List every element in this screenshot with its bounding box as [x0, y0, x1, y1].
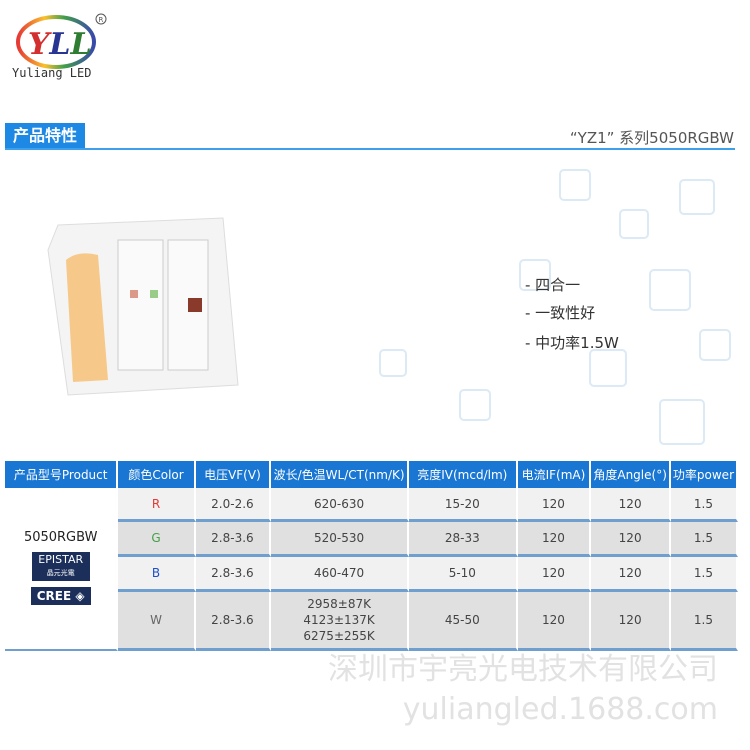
table-row: 5050RGBW EPISTAR 晶元光電 CREE ◈ R 2.0-2.6 62…	[5, 488, 738, 651]
iv-cell: 15-20	[409, 488, 518, 522]
svg-text:R: R	[99, 16, 104, 24]
background-squares	[379, 169, 731, 445]
feature-2: - 一致性好	[525, 304, 596, 322]
angle-cell: 120	[591, 557, 671, 592]
col-vf: 电压VF(V)	[195, 461, 272, 488]
vf-cell: 2.0-2.6	[195, 488, 272, 522]
color-cell: R	[118, 488, 196, 522]
section-tag: 产品特性	[5, 123, 85, 149]
section-divider	[5, 148, 735, 150]
if-cell: 120	[517, 592, 592, 651]
wl-cell: 2958±87K 4123±137K 6275±255K	[271, 592, 410, 651]
watermark-site: yuliangled.1688.com	[402, 692, 718, 727]
vf-cell: 2.8-3.6	[195, 557, 272, 592]
yll-logo: YLL R	[16, 13, 107, 69]
table-row: B 2.8-3.6 460-470 5-10 120 120 1.5	[5, 557, 738, 592]
cree-logo: CREE ◈	[30, 586, 91, 605]
table-header-row: 产品型号Product 颜色Color 电压VF(V) 波长/色温WL/CT(n…	[5, 461, 738, 488]
if-cell: 120	[517, 488, 592, 522]
led-chip-image	[47, 217, 239, 396]
power-cell: 1.5	[670, 488, 738, 522]
col-color: 颜色Color	[118, 461, 196, 488]
angle-cell: 120	[591, 522, 671, 557]
angle-cell: 120	[591, 488, 671, 522]
spec-table: 产品型号Product 颜色Color 电压VF(V) 波长/色温WL/CT(n…	[5, 461, 738, 651]
wl-cell: 460-470	[271, 557, 410, 592]
iv-cell: 28-33	[409, 522, 518, 557]
power-cell: 1.5	[670, 522, 738, 557]
svg-text:YLL: YLL	[28, 27, 92, 62]
col-iv: 亮度IV(mcd/lm)	[409, 461, 518, 488]
color-cell: B	[118, 557, 196, 592]
logo-text: Yuliang LED	[12, 66, 92, 80]
col-power: 功率power	[670, 461, 738, 488]
col-product: 产品型号Product	[5, 461, 119, 488]
iv-cell: 5-10	[409, 557, 518, 592]
color-cell: G	[118, 522, 196, 557]
feature-1: - 四合一	[525, 276, 581, 294]
product-cell: 5050RGBW EPISTAR 晶元光電 CREE ◈	[5, 488, 119, 651]
series-title: “YZ1” 系列5050RGBW	[569, 129, 734, 147]
if-cell: 120	[517, 557, 592, 592]
vf-cell: 2.8-3.6	[195, 522, 272, 557]
if-cell: 120	[517, 522, 592, 557]
wl-cell: 620-630	[271, 488, 410, 522]
watermark-company: 深圳市宇亮光电技术有限公司	[328, 652, 718, 687]
color-cell: W	[118, 592, 196, 651]
table-row: G 2.8-3.6 520-530 28-33 120 120 1.5	[5, 522, 738, 557]
power-cell: 1.5	[670, 592, 738, 651]
iv-cell: 45-50	[409, 592, 518, 651]
wl-cell: 520-530	[271, 522, 410, 557]
vf-cell: 2.8-3.6	[195, 592, 272, 651]
col-if: 电流IF(mA)	[517, 461, 592, 488]
product-model: 5050RGBW	[23, 529, 98, 545]
col-angle: 角度Angle(°)	[591, 461, 671, 488]
col-wl: 波长/色温WL/CT(nm/K)	[271, 461, 410, 488]
epistar-logo: EPISTAR 晶元光電	[31, 551, 90, 581]
feature-3: - 中功率1.5W	[525, 334, 619, 352]
angle-cell: 120	[591, 592, 671, 651]
power-cell: 1.5	[670, 557, 738, 592]
table-row: W 2.8-3.6 2958±87K 4123±137K 6275±255K 45-…	[5, 592, 738, 651]
